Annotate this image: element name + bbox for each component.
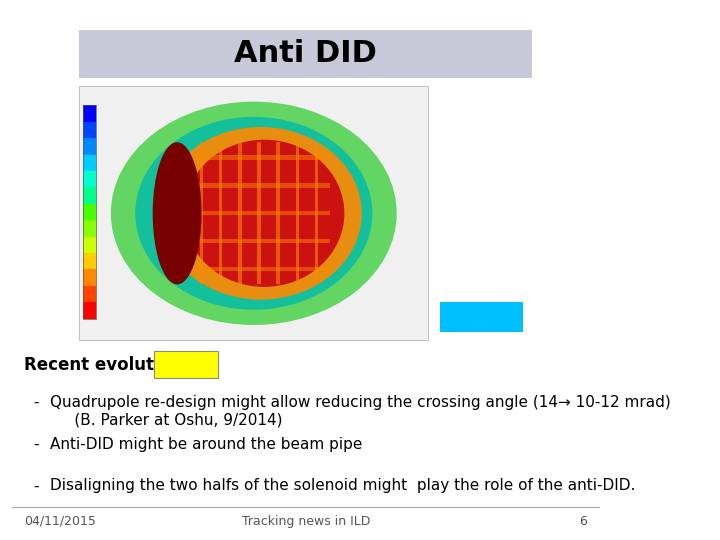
FancyBboxPatch shape (315, 142, 318, 285)
FancyBboxPatch shape (83, 187, 96, 204)
Text: -: - (34, 437, 39, 452)
Ellipse shape (160, 127, 362, 300)
FancyBboxPatch shape (177, 156, 330, 160)
FancyBboxPatch shape (83, 253, 96, 269)
FancyBboxPatch shape (83, 138, 96, 154)
Text: 04/11/2015: 04/11/2015 (24, 515, 96, 528)
FancyBboxPatch shape (177, 211, 330, 215)
Text: Tracking news in ILD: Tracking news in ILD (241, 515, 370, 528)
Text: -: - (34, 478, 39, 494)
FancyBboxPatch shape (257, 142, 261, 285)
FancyBboxPatch shape (83, 154, 96, 171)
FancyBboxPatch shape (83, 204, 96, 220)
FancyBboxPatch shape (83, 269, 96, 286)
FancyBboxPatch shape (177, 183, 330, 187)
Text: Recent evolution :: Recent evolution : (24, 355, 196, 374)
Text: 6: 6 (579, 515, 587, 528)
FancyBboxPatch shape (79, 86, 428, 340)
Text: Quadrupole re-design might allow reducing the crossing angle (14→ 10-12 mrad)
  : Quadrupole re-design might allow reducin… (50, 395, 671, 428)
FancyBboxPatch shape (219, 142, 222, 285)
FancyBboxPatch shape (83, 220, 96, 237)
FancyBboxPatch shape (199, 142, 203, 285)
Ellipse shape (153, 142, 202, 285)
FancyBboxPatch shape (295, 142, 300, 285)
Ellipse shape (135, 117, 372, 310)
FancyBboxPatch shape (83, 286, 96, 302)
FancyBboxPatch shape (177, 267, 330, 271)
FancyBboxPatch shape (177, 239, 330, 244)
FancyBboxPatch shape (79, 30, 532, 78)
Ellipse shape (111, 102, 397, 325)
FancyBboxPatch shape (238, 142, 242, 285)
FancyBboxPatch shape (83, 302, 96, 319)
FancyBboxPatch shape (154, 351, 218, 378)
Text: -: - (34, 395, 39, 410)
Text: Anti DID: Anti DID (234, 39, 377, 69)
FancyBboxPatch shape (83, 105, 96, 122)
FancyBboxPatch shape (83, 237, 96, 253)
Ellipse shape (184, 140, 344, 287)
Text: Anti-DID might be around the beam pipe: Anti-DID might be around the beam pipe (50, 437, 362, 452)
Text: Disaligning the two halfs of the solenoid might  play the role of the anti-DID.: Disaligning the two halfs of the solenoi… (50, 478, 636, 494)
FancyBboxPatch shape (276, 142, 280, 285)
FancyBboxPatch shape (83, 171, 96, 187)
FancyBboxPatch shape (440, 302, 523, 332)
FancyBboxPatch shape (83, 122, 96, 138)
